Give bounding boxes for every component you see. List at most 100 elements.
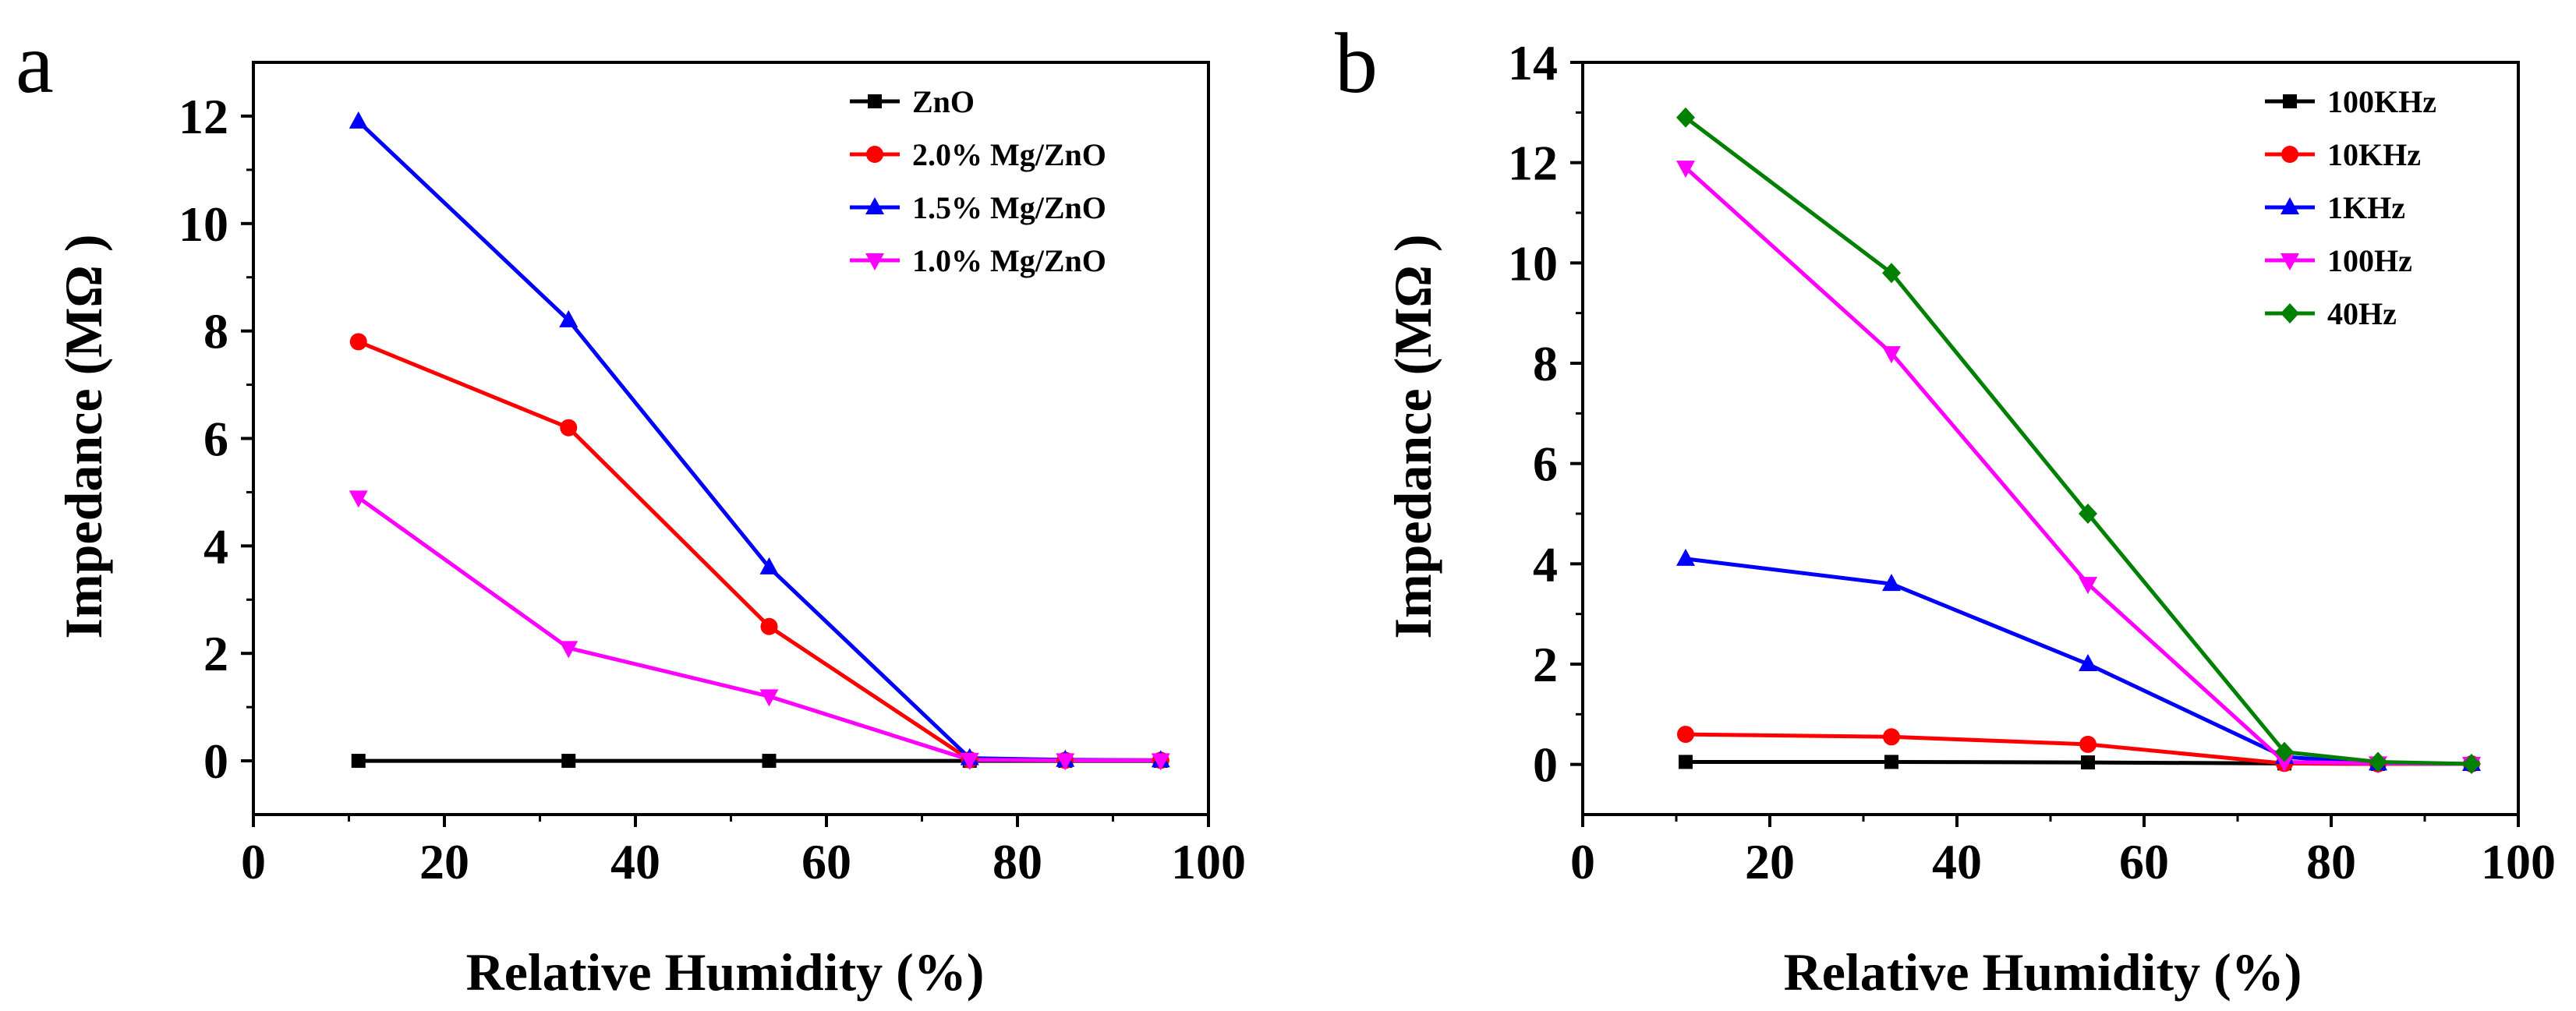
data-point-100hz bbox=[1676, 161, 1695, 179]
x-tick-label-a: 80 bbox=[993, 834, 1042, 889]
series-lines-a bbox=[357, 120, 1161, 763]
data-point-1-0-mg-zno bbox=[759, 689, 779, 707]
y-axis-title-b: Impedance (MΩ ) bbox=[1383, 234, 1442, 638]
series-line-40hz bbox=[1684, 115, 2472, 766]
legend-label-1-5-mg-zno: 1.5% Mg/ZnO bbox=[912, 190, 1106, 225]
series-markers-b bbox=[1676, 107, 2481, 775]
legend-marker-1khz bbox=[2281, 197, 2299, 214]
data-point-100hz bbox=[1882, 346, 1901, 364]
y-tick-label-b: 6 bbox=[1533, 437, 1558, 492]
data-point-10khz bbox=[2079, 735, 2097, 753]
y-tick-label-a: 0 bbox=[203, 734, 228, 789]
data-point-100khz bbox=[2081, 755, 2095, 770]
data-point-40hz bbox=[1882, 263, 1901, 284]
data-point-100hz bbox=[2079, 577, 2097, 595]
legend-label-1-0-mg-zno: 1.0% Mg/ZnO bbox=[912, 243, 1106, 278]
x-tick-label-b: 0 bbox=[1570, 834, 1595, 889]
y-tick-label-b: 0 bbox=[1533, 737, 1558, 793]
ticks-a: 0 20 40 60 80 100 0 2 4 6 8 10 12 bbox=[179, 89, 1246, 889]
x-tick-label-b: 40 bbox=[1932, 834, 1982, 889]
series-lines-b bbox=[1684, 115, 2472, 766]
legend-label-10khz: 10KHz bbox=[2327, 137, 2421, 172]
data-point-zno bbox=[351, 754, 366, 769]
series-line-1-0-mg-zno bbox=[357, 496, 1161, 762]
data-point-2-0-mg-zno bbox=[760, 617, 778, 635]
legend-label-100khz: 100KHz bbox=[2327, 84, 2436, 119]
x-axis-title-b: Relative Humidity (%) bbox=[1784, 942, 2302, 1002]
data-point-40hz bbox=[2462, 754, 2481, 775]
panel-label-b: b bbox=[1335, 16, 1378, 111]
legend-marker-2-0-mg-zno bbox=[866, 146, 883, 163]
data-point-40hz bbox=[2275, 741, 2294, 762]
data-point-zno bbox=[762, 754, 777, 769]
x-tick-label-b: 80 bbox=[2306, 834, 2356, 889]
data-point-zno bbox=[561, 754, 576, 769]
data-point-40hz bbox=[2369, 751, 2387, 772]
x-tick-label-a: 0 bbox=[241, 834, 266, 889]
data-point-100hz bbox=[2275, 755, 2294, 772]
panel-b: b 0 20 40 60 80 100 0 2 4 6 8 10 12 14 100KHz 10KHz 1KH… bbox=[1335, 16, 2556, 1002]
data-point-10khz bbox=[1677, 726, 1694, 744]
y-tick-label-a: 8 bbox=[203, 304, 228, 359]
legend-marker-100hz bbox=[2281, 253, 2299, 270]
data-point-1-5-mg-zno bbox=[559, 309, 579, 327]
plot-frame-a bbox=[252, 61, 1210, 816]
legend-marker-1-5-mg-zno bbox=[865, 197, 884, 214]
data-point-1-0-mg-zno bbox=[559, 641, 579, 659]
legend-a: ZnO 2.0% Mg/ZnO 1.5% Mg/ZnO 1.0% Mg/ZnO bbox=[850, 84, 1106, 278]
plot-frame-b bbox=[1581, 61, 2520, 816]
y-tick-label-a: 4 bbox=[203, 518, 228, 574]
y-axis-title-a: Impedance (MΩ ) bbox=[54, 234, 113, 638]
data-point-1khz bbox=[2079, 654, 2097, 671]
data-point-1-0-mg-zno bbox=[960, 752, 979, 770]
series-line-1khz bbox=[1685, 557, 2472, 766]
y-tick-label-b: 4 bbox=[1533, 536, 1558, 592]
legend-marker-1-0-mg-zno bbox=[865, 253, 884, 270]
y-tick-label-b: 12 bbox=[1508, 136, 1558, 191]
legend-marker-10khz bbox=[2281, 146, 2298, 163]
x-axis-title-a: Relative Humidity (%) bbox=[466, 942, 985, 1002]
legend-label-2-0-mg-zno: 2.0% Mg/ZnO bbox=[912, 137, 1106, 172]
data-point-100khz bbox=[1884, 755, 1898, 769]
data-point-2-0-mg-zno bbox=[349, 333, 367, 351]
data-point-1-5-mg-zno bbox=[759, 557, 779, 574]
data-point-1-5-mg-zno bbox=[349, 111, 368, 129]
x-tick-label-b: 60 bbox=[2119, 834, 2169, 889]
x-tick-label-b: 20 bbox=[1745, 834, 1795, 889]
y-tick-label-a: 12 bbox=[179, 89, 228, 144]
data-point-1khz bbox=[1676, 548, 1695, 566]
data-point-2-0-mg-zno bbox=[560, 419, 578, 437]
panel-a: a 0 20 40 60 80 100 0 2 4 6 8 10 12 ZnO 2.0% Mg/ZnO 1.… bbox=[16, 16, 1246, 1002]
legend-label-1khz: 1KHz bbox=[2327, 190, 2405, 225]
series-markers-a bbox=[349, 111, 1170, 771]
data-point-1-0-mg-zno bbox=[1056, 753, 1075, 771]
legend-marker-100khz bbox=[2283, 94, 2297, 108]
series-line-2-0-mg-zno bbox=[357, 340, 1161, 762]
data-point-100khz bbox=[1679, 755, 1693, 769]
y-tick-label-b: 14 bbox=[1508, 35, 1558, 90]
y-tick-label-b: 8 bbox=[1533, 336, 1558, 391]
data-point-1-0-mg-zno bbox=[349, 490, 368, 508]
legend-label-zno: ZnO bbox=[912, 84, 975, 119]
x-tick-label-a: 60 bbox=[801, 834, 851, 889]
legend-label-100hz: 100Hz bbox=[2327, 243, 2412, 278]
y-tick-label-b: 2 bbox=[1533, 637, 1558, 692]
x-tick-label-a: 20 bbox=[419, 834, 469, 889]
y-tick-label-a: 6 bbox=[203, 412, 228, 467]
legend-marker-40hz bbox=[2281, 303, 2299, 323]
ticks-b: 0 20 40 60 80 100 0 2 4 6 8 10 12 14 bbox=[1508, 35, 2556, 889]
legend-label-40hz: 40Hz bbox=[2327, 296, 2397, 331]
data-point-10khz bbox=[1883, 728, 1900, 746]
y-tick-label-a: 10 bbox=[179, 196, 228, 252]
y-tick-label-a: 2 bbox=[203, 626, 228, 681]
data-point-1khz bbox=[1882, 574, 1901, 592]
x-tick-label-a: 100 bbox=[1171, 834, 1246, 889]
data-point-1-0-mg-zno bbox=[1151, 753, 1170, 771]
x-tick-label-b: 100 bbox=[2481, 834, 2556, 889]
y-tick-label-b: 10 bbox=[1508, 235, 1558, 291]
legend-marker-zno bbox=[868, 94, 882, 108]
data-point-40hz bbox=[2079, 504, 2097, 524]
x-tick-label-a: 40 bbox=[610, 834, 660, 889]
legend-b: 100KHz 10KHz 1KHz 100Hz 40Hz bbox=[2265, 84, 2436, 331]
